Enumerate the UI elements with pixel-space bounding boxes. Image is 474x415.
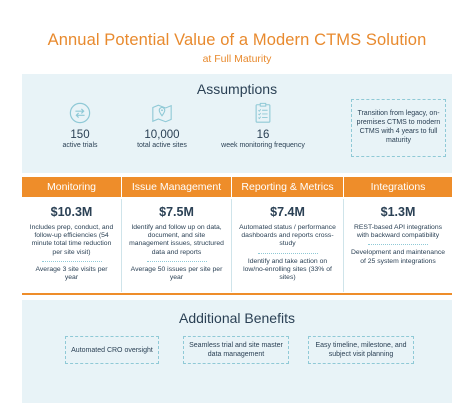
metric-description: REST-based API integrations with backwar… [353,224,443,240]
map-pin-icon [152,104,172,123]
dotted-divider [257,252,318,254]
benefit-item: Easy timeline, milestone, and subject vi… [308,336,414,364]
assumptions-note: Transition from legacy, on-premises CTMS… [351,99,446,157]
metric-value: $1.3M [380,205,416,219]
stat-label: week monitoring frequency [221,142,305,149]
metric-value: $7.4M [270,205,305,219]
metric-column-monitoring: $10.3M Includes prep, conduct, and follo… [22,199,121,292]
assumptions-panel: Assumptions 150 active trials 10,000 tot… [22,74,452,173]
metric-value: $7.5M [159,205,194,219]
tab-integrations: Integrations [343,177,452,197]
metric-description: Identify and follow up on data, document… [129,224,224,256]
stat-value: 150 [70,129,90,141]
assumptions-title: Assumptions [196,81,278,97]
metric-column-issue-management: $7.5M Identify and follow up on data, do… [121,199,231,292]
stat-label: total active sites [137,142,187,149]
metric-value: $10.3M [50,205,93,219]
stat-value: 10,000 [144,129,180,141]
metric-detail: Identify and take action on low/no-enrol… [243,257,332,282]
metrics-row: $10.3M Includes prep, conduct, and follo… [22,199,452,292]
benefit-item: Seamless trial and site master data mana… [183,336,289,364]
benefits-title: Additional Benefits [179,310,295,326]
stat-label: active trials [62,142,98,149]
dotted-divider [41,260,102,262]
metric-detail: Development and maintenance of 25 system… [350,249,446,265]
checklist-icon [255,102,271,123]
category-tabs: Monitoring Issue Management Reporting & … [22,177,452,197]
metric-column-reporting-metrics: $7.4M Automated status / performance das… [231,199,343,292]
page-subtitle: at Full Maturity [202,53,272,65]
tab-monitoring: Monitoring [22,177,121,197]
metric-detail: Average 50 issues per site per year [130,265,223,282]
metric-column-integrations: $1.3M REST-based API integrations with b… [343,199,452,292]
arrows-cycle-icon [69,102,91,124]
dotted-divider [368,244,428,246]
stat-monitoring-frequency: 16 week monitoring frequency [204,102,322,149]
stat-active-trials: 150 active trials [40,102,120,149]
metric-detail: Average 3 site visits per year [35,265,108,282]
page-title: Annual Potential Value of a Modern CTMS … [47,31,427,49]
benefits-panel: Additional Benefits Automated CRO oversi… [22,300,452,403]
dotted-divider [146,260,207,262]
benefit-item: Automated CRO oversight [65,336,159,364]
tab-reporting-metrics: Reporting & Metrics [231,177,343,197]
stat-value: 16 [256,129,270,141]
stat-active-sites: 10,000 total active sites [122,102,202,149]
metric-description: Includes prep, conduct, and follow-up ef… [29,224,114,256]
tab-issue-management: Issue Management [121,177,231,197]
section-divider [22,293,452,295]
metric-description: Automated status / performance dashboard… [239,224,336,248]
